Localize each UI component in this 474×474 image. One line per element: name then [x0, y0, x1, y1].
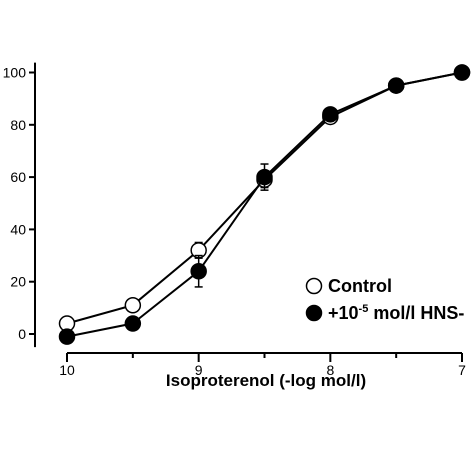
- y-tick-label: 60: [10, 169, 26, 185]
- y-tick-label: 80: [10, 117, 26, 133]
- series-layer: [58, 64, 471, 345]
- series-line: [66, 71, 463, 325]
- x-tick-label: 7: [458, 362, 466, 378]
- x-axis-label: Isoproterenol (-log mol/l): [166, 371, 366, 390]
- series-line: [66, 71, 463, 338]
- legend-marker: [305, 277, 323, 295]
- y-tick-label: 20: [10, 274, 26, 290]
- data-point: [124, 315, 142, 332]
- data-point: [453, 64, 471, 81]
- legend: Control +10-5 mol/l HNS-: [305, 276, 464, 323]
- legend-label: Control: [328, 276, 392, 296]
- x-tick-label: 8: [326, 362, 334, 378]
- axes: 0 20 40 60 80 100 10 9 8 7: [3, 62, 466, 378]
- data-point: [256, 168, 273, 186]
- data-point: [124, 296, 142, 314]
- series-1: [58, 64, 471, 332]
- series-2: [58, 64, 471, 345]
- x-tick-label: 9: [195, 362, 203, 378]
- legend-label: +10-5 mol/l HNS-: [328, 303, 464, 323]
- y-tick-label: 100: [3, 65, 27, 81]
- data-point: [387, 77, 405, 94]
- data-point: [58, 328, 76, 345]
- y-tick-label: 40: [10, 221, 26, 237]
- data-point: [190, 262, 207, 280]
- legend-marker: [305, 304, 323, 322]
- y-tick-label: 0: [18, 326, 26, 342]
- x-tick-label: 10: [59, 362, 75, 378]
- data-point: [322, 106, 339, 123]
